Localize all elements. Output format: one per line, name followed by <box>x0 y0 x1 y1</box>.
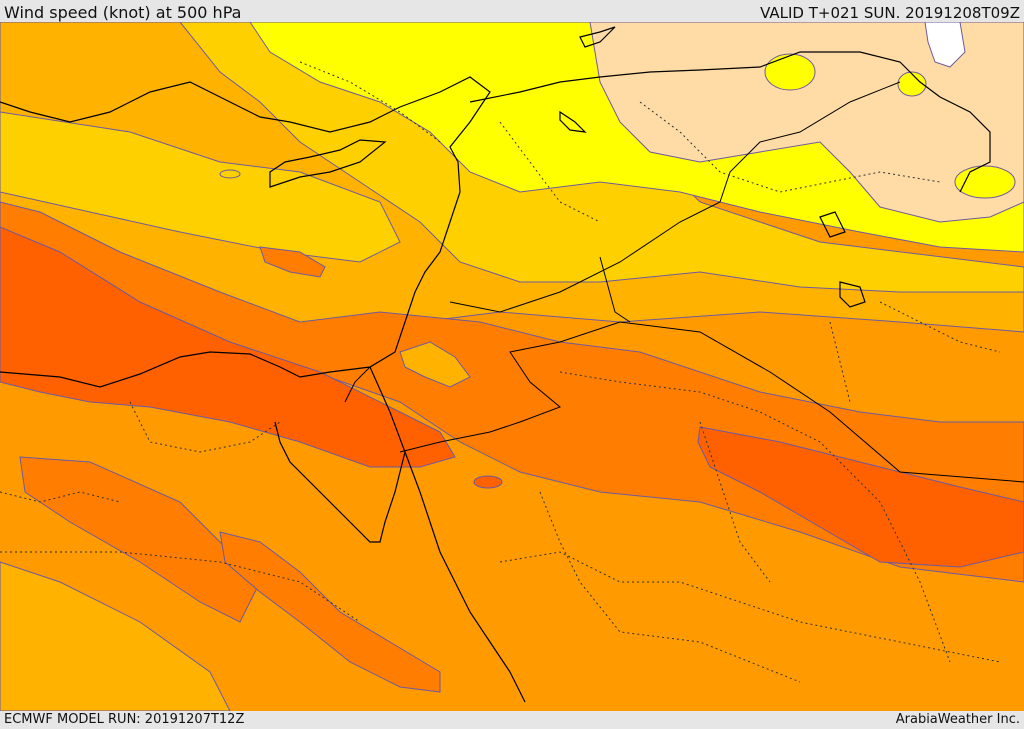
band-very-dark-orange-east <box>697 426 1024 568</box>
blob-cyprus-south <box>259 246 326 278</box>
band-very-dark-orange-west <box>0 226 456 468</box>
header-bar: Wind speed (knot) at 500 hPa VALID T+021… <box>0 0 1024 22</box>
band-dark-orange-south <box>19 456 261 623</box>
model-run-label: ECMWF MODEL RUN: 20191207T12Z <box>4 712 245 727</box>
yellow-blob-2 <box>897 71 927 97</box>
wind-speed-map <box>0 22 1024 711</box>
map-title: Wind speed (knot) at 500 hPa <box>4 3 242 22</box>
band-white <box>924 22 966 68</box>
band-amber-south <box>0 561 231 711</box>
credit-label: ArabiaWeather Inc. <box>895 712 1020 727</box>
band-gold-west <box>0 111 401 263</box>
map-svg <box>0 22 1024 711</box>
admin-boundaries <box>0 61 1001 683</box>
coastlines <box>0 26 991 703</box>
political-borders <box>344 81 1024 483</box>
blob-small-gold <box>219 169 241 179</box>
band-dark-orange-red-sea <box>219 531 441 693</box>
valid-time: VALID T+021 SUN. 20191208T09Z <box>760 4 1020 22</box>
footer-bar: ECMWF MODEL RUN: 20191207T12Z ArabiaWeat… <box>0 711 1024 729</box>
blob-small-red <box>473 475 503 489</box>
yellow-blob-3 <box>954 165 1016 199</box>
blob-amber-levant <box>399 341 471 388</box>
yellow-blob-1 <box>764 53 816 91</box>
